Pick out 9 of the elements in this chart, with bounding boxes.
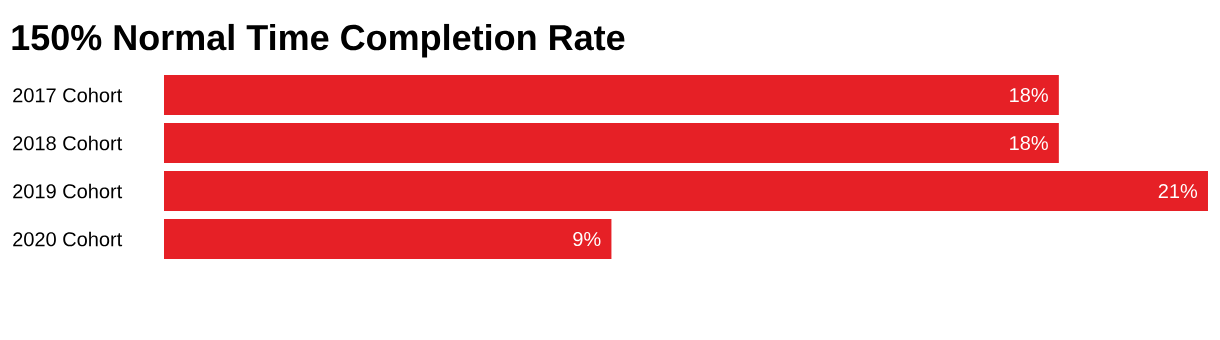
data-label: 18% — [1010, 87, 1048, 103]
data-label: 21% — [1158, 183, 1198, 199]
data-label: 9% — [573, 231, 601, 247]
chart-title: 150% Normal Time Completion Rate — [12, 23, 625, 58]
y-tick-label: 2019 Cohort — [13, 183, 123, 199]
y-tick-label: 2018 Cohort — [13, 135, 123, 151]
y-tick-label: 2017 Cohort — [13, 87, 123, 103]
data-label: 18% — [1010, 135, 1048, 151]
y-tick-label: 2020 Cohort — [13, 231, 123, 247]
